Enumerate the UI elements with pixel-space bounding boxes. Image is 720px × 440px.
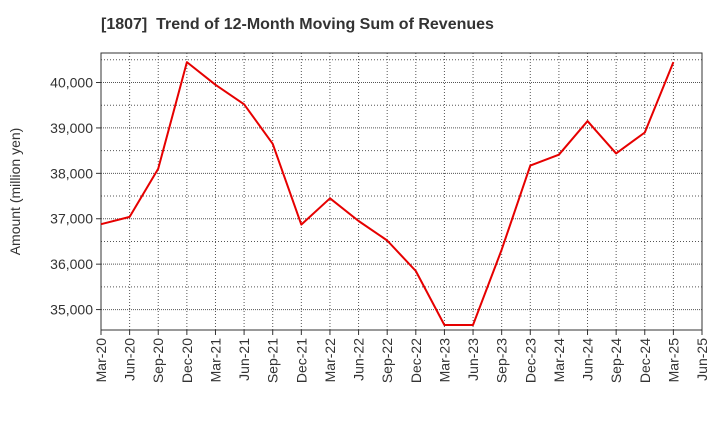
y-tick-label: 38,000: [50, 165, 93, 181]
plot-frame: [100, 52, 703, 331]
series-line: [100, 61, 675, 326]
x-tick-label: Jun-23: [465, 338, 481, 381]
x-tick-label: Mar-24: [551, 338, 567, 383]
y-tick-label: 40,000: [50, 75, 93, 91]
x-tick-label: Dec-24: [637, 338, 653, 383]
x-tick-label: Mar-20: [93, 338, 109, 383]
y-tick-label: 39,000: [50, 120, 93, 136]
x-tick-label: Dec-21: [293, 338, 309, 383]
x-tick-label: Dec-20: [179, 338, 195, 383]
x-tick-label: Mar-22: [322, 338, 338, 383]
y-axis-title: Amount (million yen): [7, 128, 23, 256]
x-tick-label: Jun-25: [694, 338, 710, 381]
x-tick-label: Jun-20: [122, 338, 138, 381]
x-tick-label: Jun-24: [580, 338, 596, 381]
x-tick-label: Sep-23: [494, 338, 510, 383]
y-tick-label: 35,000: [50, 302, 93, 318]
x-tick-label: Dec-22: [408, 338, 424, 383]
y-tick-label: 36,000: [50, 256, 93, 272]
x-tick-label: Sep-20: [150, 338, 166, 383]
y-tick-label: 37,000: [50, 211, 93, 227]
x-tick-label: Dec-23: [522, 338, 538, 383]
x-tick-label: Mar-21: [207, 338, 223, 383]
x-tick-label: Sep-24: [608, 338, 624, 383]
x-tick-label: Mar-25: [665, 338, 681, 383]
x-tick-label: Sep-21: [265, 338, 281, 383]
x-tick-label: Jun-21: [236, 338, 252, 381]
chart-title: [1807] Trend of 12-Month Moving Sum of R…: [101, 16, 494, 33]
x-tick-label: Jun-22: [351, 338, 367, 381]
x-tick-label: Mar-23: [436, 338, 452, 383]
x-tick-label: Sep-22: [379, 338, 395, 383]
